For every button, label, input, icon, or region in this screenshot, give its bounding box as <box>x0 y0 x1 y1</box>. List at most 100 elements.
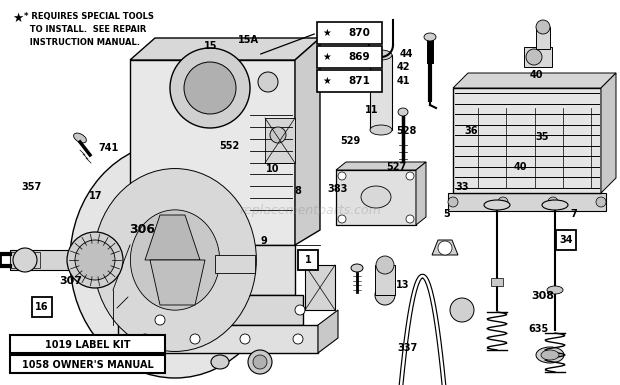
FancyArrowPatch shape <box>117 297 128 308</box>
Text: 357: 357 <box>21 182 41 192</box>
Text: 635: 635 <box>528 324 548 334</box>
Text: 741: 741 <box>99 143 118 153</box>
Polygon shape <box>601 73 616 193</box>
Text: 44: 44 <box>399 49 413 59</box>
Text: 528: 528 <box>396 126 416 136</box>
Text: 10: 10 <box>266 164 280 174</box>
Text: 33: 33 <box>455 182 469 192</box>
Ellipse shape <box>70 142 280 378</box>
Bar <box>10 335 165 353</box>
Text: 308: 308 <box>531 291 554 301</box>
Text: 15: 15 <box>204 41 218 51</box>
Bar <box>448 193 606 211</box>
Circle shape <box>406 172 414 180</box>
Ellipse shape <box>536 347 564 363</box>
Ellipse shape <box>541 350 559 360</box>
Polygon shape <box>150 260 205 305</box>
Bar <box>32 297 52 317</box>
Circle shape <box>293 334 303 344</box>
Circle shape <box>406 215 414 223</box>
Bar <box>524 47 552 67</box>
Polygon shape <box>416 162 426 225</box>
Circle shape <box>526 49 542 65</box>
Circle shape <box>338 172 346 180</box>
Text: 1: 1 <box>304 255 311 265</box>
Text: 1019 LABEL KIT: 1019 LABEL KIT <box>45 340 131 350</box>
Circle shape <box>13 248 37 272</box>
Circle shape <box>155 315 165 325</box>
Bar <box>215 255 255 273</box>
Text: 527: 527 <box>387 162 407 172</box>
Circle shape <box>184 62 236 114</box>
Text: TO INSTALL.  SEE REPAIR: TO INSTALL. SEE REPAIR <box>24 25 146 34</box>
Bar <box>453 88 601 193</box>
Ellipse shape <box>547 286 563 294</box>
Text: 36: 36 <box>464 126 478 136</box>
Text: 16: 16 <box>35 302 49 312</box>
Polygon shape <box>336 162 426 170</box>
Text: 41: 41 <box>396 76 410 86</box>
Bar <box>130 245 295 295</box>
Text: replacementparts.com: replacementparts.com <box>239 204 381 216</box>
Text: 869: 869 <box>348 52 370 62</box>
Circle shape <box>448 197 458 207</box>
Text: INSTRUCTION MANUAL.: INSTRUCTION MANUAL. <box>24 38 140 47</box>
Text: 1058 OWNER'S MANUAL: 1058 OWNER'S MANUAL <box>22 360 154 370</box>
Ellipse shape <box>211 355 229 369</box>
Polygon shape <box>145 215 200 260</box>
Bar <box>118 325 318 353</box>
Bar <box>265 118 295 163</box>
Text: 8: 8 <box>294 186 301 196</box>
Text: 337: 337 <box>397 343 417 353</box>
Ellipse shape <box>130 210 219 310</box>
Bar <box>298 250 318 270</box>
Ellipse shape <box>351 264 363 272</box>
Bar <box>336 170 416 225</box>
Circle shape <box>240 334 250 344</box>
Text: 40: 40 <box>529 70 543 80</box>
Ellipse shape <box>484 200 510 210</box>
Circle shape <box>438 241 452 255</box>
Bar <box>10 252 40 268</box>
Polygon shape <box>295 38 320 245</box>
Circle shape <box>190 334 200 344</box>
Circle shape <box>67 232 123 288</box>
Text: ★: ★ <box>322 76 331 86</box>
Bar <box>317 46 382 68</box>
Circle shape <box>253 355 267 369</box>
Circle shape <box>170 48 250 128</box>
Text: 11: 11 <box>365 105 379 115</box>
Circle shape <box>258 72 278 92</box>
Bar <box>317 70 382 92</box>
Circle shape <box>376 256 394 274</box>
Polygon shape <box>453 73 616 88</box>
Circle shape <box>248 350 272 374</box>
Bar <box>317 22 382 44</box>
Ellipse shape <box>424 33 436 41</box>
Text: 306: 306 <box>130 223 156 236</box>
Text: ★: ★ <box>322 28 331 38</box>
Bar <box>130 60 295 245</box>
Circle shape <box>498 197 508 207</box>
Ellipse shape <box>542 200 568 210</box>
Polygon shape <box>130 38 320 60</box>
Text: 9: 9 <box>260 236 267 246</box>
Text: 383: 383 <box>328 184 348 194</box>
Text: 529: 529 <box>340 136 360 146</box>
Circle shape <box>338 215 346 223</box>
Circle shape <box>140 334 150 344</box>
Text: ★: ★ <box>322 52 331 62</box>
Polygon shape <box>318 310 338 353</box>
Circle shape <box>548 197 558 207</box>
Bar <box>118 295 303 325</box>
Bar <box>10 355 165 373</box>
Text: 34: 34 <box>559 235 573 245</box>
Text: * REQUIRES SPECIAL TOOLS: * REQUIRES SPECIAL TOOLS <box>24 12 154 21</box>
Text: 17: 17 <box>89 191 103 201</box>
Text: 871: 871 <box>348 76 370 86</box>
Bar <box>556 230 576 250</box>
Circle shape <box>295 305 305 315</box>
Text: 870: 870 <box>348 28 370 38</box>
Circle shape <box>450 298 474 322</box>
Circle shape <box>375 285 395 305</box>
